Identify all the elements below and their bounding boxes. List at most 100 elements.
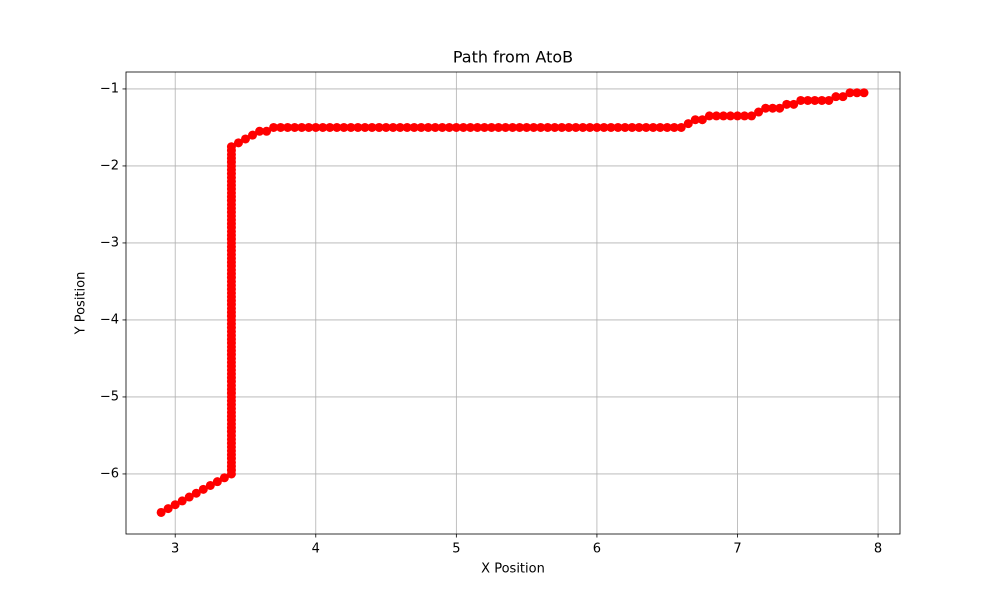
data-point — [374, 122, 384, 132]
data-point — [697, 115, 707, 125]
data-point — [543, 122, 553, 132]
data-point — [824, 95, 834, 105]
data-point — [592, 122, 602, 132]
data-point — [725, 111, 735, 121]
data-point — [690, 115, 700, 125]
data-point — [325, 122, 335, 132]
data-point — [648, 122, 658, 132]
data-point — [304, 122, 314, 132]
data-point — [339, 122, 349, 132]
y-axis-label: Y Position — [74, 272, 89, 336]
data-point — [198, 484, 208, 494]
data-point — [437, 122, 447, 132]
data-point — [508, 122, 518, 132]
data-point — [205, 480, 215, 490]
data-point — [402, 122, 412, 132]
data-point — [388, 122, 398, 132]
data-point — [248, 130, 258, 140]
data-point — [620, 122, 630, 132]
y-tick-label: −2 — [100, 158, 119, 173]
data-point — [768, 103, 778, 113]
data-point — [571, 122, 581, 132]
data-point — [662, 122, 672, 132]
data-point — [318, 122, 328, 132]
data-point — [472, 122, 482, 132]
data-point — [515, 122, 525, 132]
y-tick-label: −3 — [100, 235, 119, 250]
data-point — [240, 134, 250, 144]
data-point — [395, 122, 405, 132]
data-point — [627, 122, 637, 132]
data-point — [585, 122, 595, 132]
data-point — [831, 92, 841, 102]
data-point — [494, 122, 504, 132]
data-point — [817, 95, 827, 105]
data-point — [177, 496, 187, 506]
data-point — [789, 99, 799, 109]
data-point — [732, 111, 742, 121]
y-tick-label: −4 — [100, 312, 119, 327]
y-tick-label: −1 — [100, 81, 119, 96]
chart-title: Path from AtoB — [453, 48, 573, 67]
data-point — [170, 500, 180, 510]
x-tick-label: 8 — [874, 542, 882, 557]
data-point — [641, 122, 651, 132]
data-point — [255, 126, 265, 136]
x-tick-label: 6 — [593, 542, 601, 557]
x-tick-label: 5 — [452, 542, 460, 557]
data-point — [711, 111, 721, 121]
data-point — [233, 138, 243, 148]
data-point — [578, 122, 588, 132]
data-point — [444, 122, 454, 132]
y-tick-label: −5 — [100, 389, 119, 404]
data-point — [634, 122, 644, 132]
data-point — [655, 122, 665, 132]
data-line — [160, 91, 865, 514]
data-point — [219, 473, 229, 483]
data-point — [465, 122, 475, 132]
plot-frame — [125, 71, 901, 535]
data-point — [163, 504, 173, 514]
data-point — [845, 88, 855, 98]
data-point — [550, 122, 560, 132]
data-point — [332, 122, 342, 132]
data-point — [718, 111, 728, 121]
data-point — [740, 111, 750, 121]
data-point — [599, 122, 609, 132]
data-point — [423, 122, 433, 132]
data-point — [859, 88, 869, 98]
data-point — [810, 95, 820, 105]
data-point — [276, 122, 286, 132]
data-point — [416, 122, 426, 132]
data-point — [479, 122, 489, 132]
data-point — [676, 122, 686, 132]
data-point — [704, 111, 714, 121]
data-point — [683, 119, 693, 129]
y-tick-label: −6 — [100, 466, 119, 481]
data-point — [754, 107, 764, 117]
data-point — [522, 122, 532, 132]
data-point — [796, 95, 806, 105]
x-axis-label: X Position — [481, 562, 545, 577]
data-point — [669, 122, 679, 132]
data-point — [564, 122, 574, 132]
x-tick-label: 4 — [312, 542, 320, 557]
data-point — [409, 122, 419, 132]
data-point — [262, 126, 272, 136]
data-point — [184, 492, 194, 502]
x-tick-label: 3 — [171, 542, 179, 557]
data-point — [557, 122, 567, 132]
data-point — [367, 122, 377, 132]
data-point — [775, 103, 785, 113]
data-point — [501, 122, 511, 132]
data-point — [486, 122, 496, 132]
data-point — [381, 122, 391, 132]
data-point — [761, 103, 771, 113]
data-point — [430, 122, 440, 132]
data-point — [613, 122, 623, 132]
data-point — [451, 122, 461, 132]
data-point — [360, 122, 370, 132]
data-point — [212, 477, 222, 487]
data-point — [311, 122, 321, 132]
